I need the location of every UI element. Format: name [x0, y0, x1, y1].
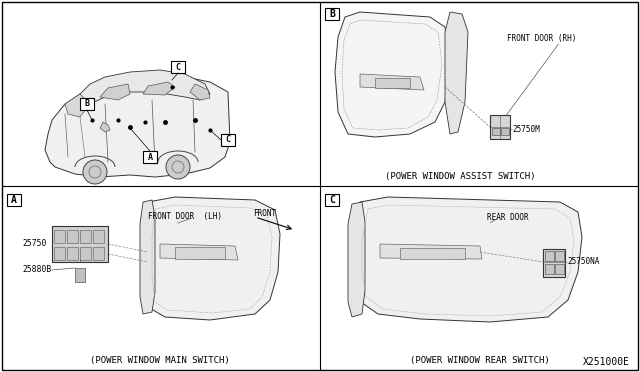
Bar: [52, 226, 108, 262]
Bar: [143, 151, 157, 163]
Bar: [375, 78, 410, 88]
Bar: [555, 264, 564, 274]
Bar: [400, 248, 465, 259]
Text: 25880B: 25880B: [22, 266, 51, 275]
Bar: [54, 230, 65, 243]
Text: 25750NA: 25750NA: [567, 257, 600, 266]
Bar: [325, 194, 339, 206]
Bar: [545, 251, 554, 261]
Bar: [501, 128, 509, 135]
Text: REAR DOOR: REAR DOOR: [487, 212, 529, 221]
Bar: [221, 134, 235, 146]
Bar: [175, 247, 225, 259]
Polygon shape: [143, 197, 280, 320]
Text: C: C: [225, 135, 230, 144]
Bar: [492, 128, 500, 135]
Polygon shape: [140, 200, 155, 314]
Bar: [80, 230, 91, 243]
Polygon shape: [445, 12, 468, 134]
Circle shape: [166, 155, 190, 179]
Bar: [545, 264, 554, 274]
Bar: [171, 61, 185, 73]
Text: (POWER WINDOW ASSIST SWITCH): (POWER WINDOW ASSIST SWITCH): [385, 173, 535, 182]
Polygon shape: [352, 197, 582, 322]
Polygon shape: [380, 244, 482, 259]
Polygon shape: [45, 74, 230, 177]
Polygon shape: [65, 94, 90, 117]
Text: C: C: [329, 195, 335, 205]
Polygon shape: [143, 82, 175, 95]
Polygon shape: [360, 74, 424, 90]
Text: (POWER WINDOW MAIN SWITCH): (POWER WINDOW MAIN SWITCH): [90, 356, 230, 365]
Bar: [75, 268, 85, 282]
Circle shape: [83, 160, 107, 184]
Polygon shape: [100, 84, 130, 100]
Text: B: B: [329, 9, 335, 19]
Bar: [67, 230, 78, 243]
Bar: [67, 247, 78, 260]
Polygon shape: [335, 12, 450, 137]
Text: A: A: [11, 195, 17, 205]
Text: A: A: [147, 153, 152, 161]
Bar: [490, 115, 510, 139]
Text: X251000E: X251000E: [583, 357, 630, 367]
Bar: [93, 230, 104, 243]
Bar: [543, 249, 565, 277]
Polygon shape: [160, 244, 238, 260]
Polygon shape: [80, 70, 210, 114]
Text: 25750: 25750: [22, 240, 46, 248]
Bar: [555, 251, 564, 261]
Text: C: C: [175, 62, 180, 71]
Bar: [325, 8, 339, 20]
Polygon shape: [190, 84, 210, 100]
Polygon shape: [100, 122, 110, 132]
Bar: [54, 247, 65, 260]
Bar: [93, 247, 104, 260]
Bar: [80, 98, 94, 110]
Text: B: B: [84, 99, 90, 109]
Text: FRONT DOOR (RH): FRONT DOOR (RH): [507, 35, 577, 44]
Text: FRONT: FRONT: [253, 209, 276, 218]
Text: FRONT DOOR  (LH): FRONT DOOR (LH): [148, 212, 222, 221]
Text: (POWER WINDOW REAR SWITCH): (POWER WINDOW REAR SWITCH): [410, 356, 550, 365]
Polygon shape: [348, 202, 365, 317]
Bar: [80, 247, 91, 260]
Bar: [7, 194, 21, 206]
Text: 25750M: 25750M: [512, 125, 540, 134]
